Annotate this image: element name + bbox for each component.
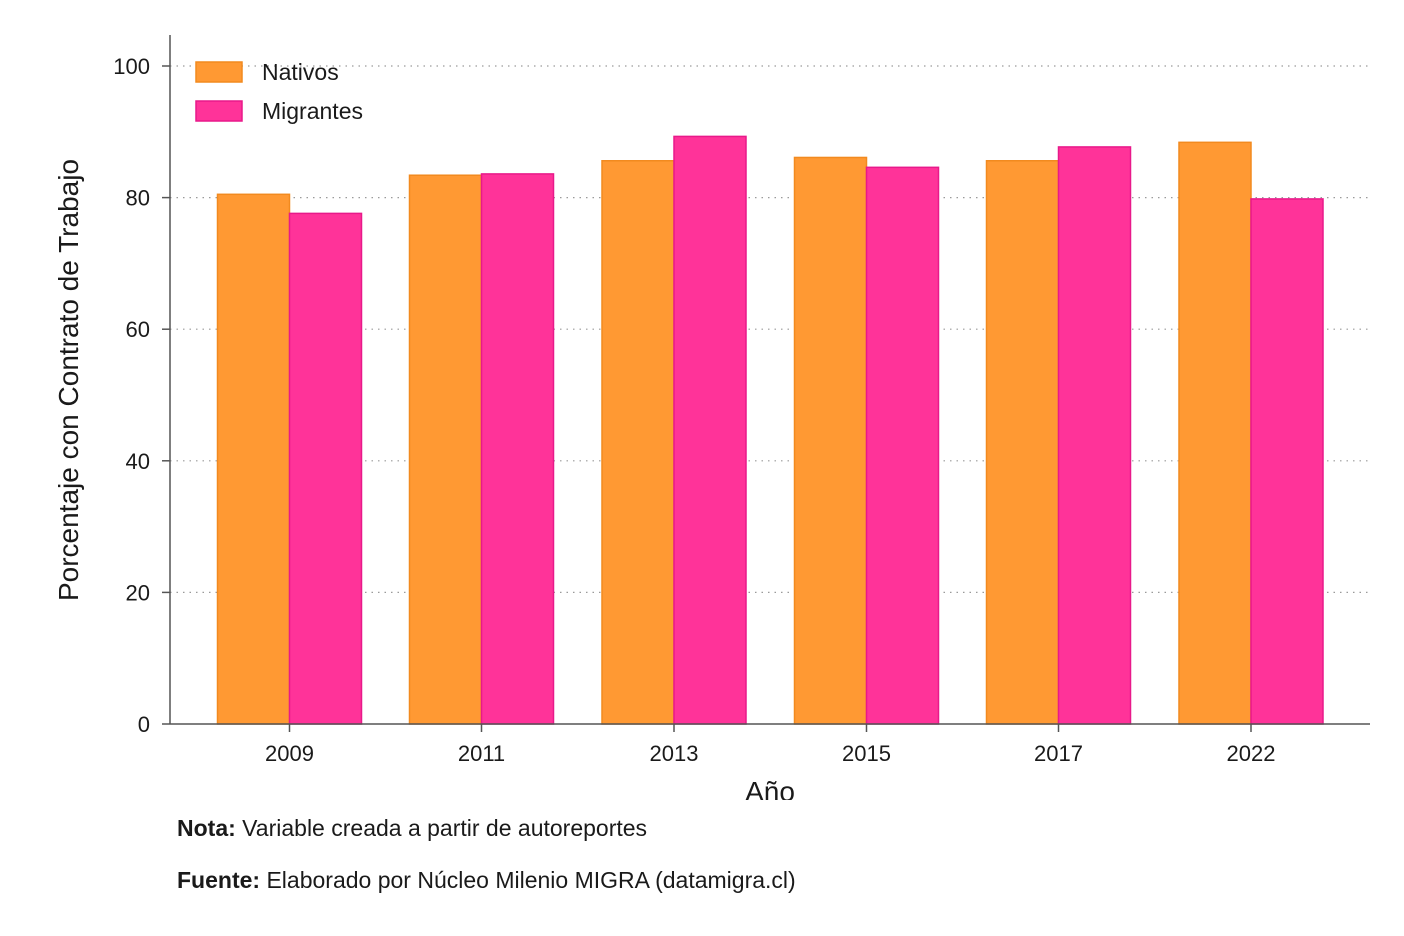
x-tick-label: 2013 [650, 741, 699, 766]
bar-nativos-2017 [985, 160, 1060, 725]
bar-chart: 0 20 40 60 80 100 2009 2011 2013 2015 2017 2022 Nat… [53, 35, 1370, 800]
note-fuente: Fuente: Elaborado por Núcleo Milenio MIG… [177, 867, 796, 893]
x-tick-label: 2015 [842, 741, 891, 766]
bar-nativos-2015 [793, 156, 868, 725]
fuente-label: Fuente: [177, 867, 261, 893]
bar-migrantes-2017 [1057, 146, 1132, 725]
y-tick-label: 0 [138, 712, 150, 737]
bar-migrantes-2022 [1250, 198, 1324, 725]
y-tick-label: 20 [126, 580, 150, 605]
bar-nativos-2022 [1178, 141, 1252, 725]
bar-migrantes-2015 [865, 166, 940, 725]
fuente-text: Elaborado por Núcleo Milenio MIGRA (data… [266, 867, 796, 893]
x-axis-title: Año [745, 776, 795, 800]
x-tick-label: 2011 [458, 741, 505, 766]
legend-label-migrantes: Migrantes [262, 98, 363, 124]
legend: Nativos Migrantes [195, 59, 363, 124]
chart-notes: Nota: Variable creada a partir de autore… [177, 815, 796, 893]
y-axis-title: Porcentaje con Contrato de Trabajo [53, 159, 84, 601]
bar-nativos-2009 [216, 193, 291, 725]
y-tick-label: 40 [126, 449, 150, 474]
y-tick-label: 60 [126, 317, 150, 342]
bars [216, 135, 1324, 725]
bar-migrantes-2009 [288, 212, 363, 725]
x-tick-label: 2017 [1034, 741, 1083, 766]
legend-label-nativos: Nativos [262, 59, 339, 85]
y-tick-label: 80 [126, 186, 150, 211]
note-nota: Nota: Variable creada a partir de autore… [177, 815, 796, 841]
x-tick-label: 2009 [265, 741, 314, 766]
legend-swatch-migrantes [195, 100, 243, 122]
x-tick-label: 2022 [1227, 741, 1276, 766]
nota-label: Nota: [177, 815, 236, 841]
bar-migrantes-2011 [480, 173, 555, 725]
y-tick-label: 100 [113, 54, 150, 79]
bar-migrantes-2013 [673, 135, 747, 725]
legend-swatch-nativos [195, 61, 243, 83]
nota-text: Variable creada a partir de autoreportes [242, 815, 648, 841]
bar-nativos-2011 [408, 174, 483, 725]
axes: 0 20 40 60 80 100 2009 2011 2013 2015 2017 2022 [113, 35, 1370, 766]
bar-nativos-2013 [601, 160, 675, 725]
